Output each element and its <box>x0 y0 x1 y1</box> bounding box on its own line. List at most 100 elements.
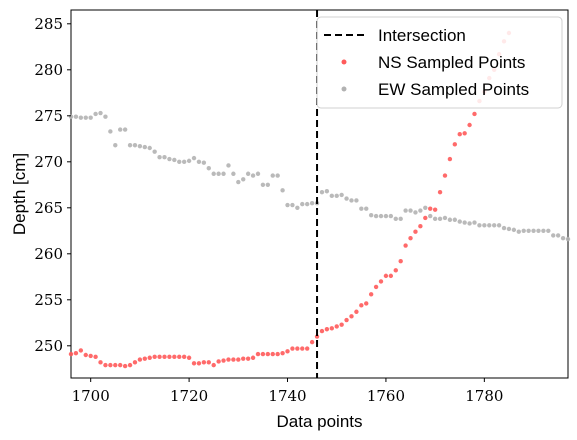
data-point-ew <box>512 228 516 232</box>
data-point-ns <box>428 207 432 211</box>
data-point-ew <box>384 214 388 218</box>
data-point-ew <box>256 172 260 176</box>
data-point-ew <box>448 218 452 222</box>
data-point-ns <box>128 363 132 367</box>
data-point-ns <box>359 303 363 307</box>
data-point-ew <box>408 208 412 212</box>
data-point-ew <box>305 202 309 206</box>
data-point-ns <box>275 352 279 356</box>
data-point-ew <box>556 233 560 237</box>
data-point-ns <box>162 355 166 359</box>
data-point-ew <box>492 223 496 227</box>
data-point-ns <box>221 358 225 362</box>
data-point-ns <box>226 357 230 361</box>
data-point-ew <box>403 208 407 212</box>
data-point-ew <box>428 214 432 218</box>
data-point-ns <box>143 356 147 360</box>
data-point-ew <box>84 115 88 119</box>
data-point-ew <box>300 202 304 206</box>
data-point-ns <box>123 364 127 368</box>
data-point-ew <box>443 216 447 220</box>
data-point-ew <box>246 172 250 176</box>
data-point-ew <box>418 208 422 212</box>
data-point-ew <box>261 183 265 187</box>
data-point-ns <box>374 285 378 289</box>
data-point-ew <box>207 166 211 170</box>
data-point-ns <box>197 361 201 365</box>
data-point-ns <box>266 352 270 356</box>
data-point-ns <box>216 359 220 363</box>
data-point-ew <box>497 223 501 227</box>
data-point-ew <box>507 227 511 231</box>
data-point-ns <box>389 274 393 278</box>
data-point-ns <box>448 157 452 161</box>
data-point-ns <box>285 349 289 353</box>
data-point-ew <box>290 203 294 207</box>
data-point-ew <box>123 127 127 131</box>
data-point-ns <box>335 324 339 328</box>
data-point-ns <box>330 326 334 330</box>
data-point-ns <box>192 361 196 365</box>
data-point-ew <box>467 221 471 225</box>
data-point-ew <box>477 223 481 227</box>
data-point-ns <box>251 356 255 360</box>
x-tick-label: 1720 <box>170 387 208 405</box>
data-point-ew <box>458 219 462 223</box>
data-point-ew <box>551 233 555 237</box>
data-point-ns <box>418 224 422 228</box>
data-point-ns <box>261 352 265 356</box>
legend-ns-swatch <box>342 60 347 65</box>
data-point-ew <box>330 194 334 198</box>
data-point-ns <box>172 355 176 359</box>
data-point-ew <box>320 190 324 194</box>
data-point-ew <box>152 149 156 153</box>
data-point-ns <box>177 355 181 359</box>
data-point-ns <box>187 356 191 360</box>
data-point-ew <box>197 160 201 164</box>
data-point-ew <box>118 127 122 131</box>
data-point-ns <box>118 363 122 367</box>
data-point-ew <box>98 111 102 115</box>
data-point-ew <box>187 159 191 163</box>
y-tick-label: 275 <box>34 107 63 125</box>
data-point-ns <box>344 318 348 322</box>
data-point-ns <box>290 346 294 350</box>
data-point-ew <box>561 236 565 240</box>
data-point-ns <box>339 322 343 326</box>
data-point-ns <box>152 355 156 359</box>
data-point-ew <box>379 214 383 218</box>
data-point-ew <box>231 172 235 176</box>
y-tick-label: 285 <box>34 15 63 33</box>
x-tick-label: 1760 <box>367 387 405 405</box>
data-point-ns <box>310 340 314 344</box>
data-point-ew <box>192 156 196 160</box>
data-point-ew <box>541 229 545 233</box>
data-point-ns <box>241 356 245 360</box>
data-point-ew <box>359 207 363 211</box>
data-point-ew <box>433 217 437 221</box>
data-point-ew <box>271 173 275 177</box>
data-point-ew <box>275 173 279 177</box>
legend-ew-label: EW Sampled Points <box>378 80 529 99</box>
data-point-ew <box>344 196 348 200</box>
y-tick-label: 250 <box>34 337 63 355</box>
data-point-ew <box>108 129 112 133</box>
data-point-ew <box>266 183 270 187</box>
data-point-ew <box>167 157 171 161</box>
data-point-ns <box>320 329 324 333</box>
data-point-ew <box>69 115 73 119</box>
data-point-ns <box>472 112 476 116</box>
data-point-ns <box>443 173 447 177</box>
data-point-ew <box>172 158 176 162</box>
data-point-ew <box>74 115 78 119</box>
y-axis-title: Depth [cm] <box>10 153 29 235</box>
legend-ew-swatch <box>342 87 347 92</box>
data-point-ns <box>398 259 402 263</box>
data-point-ns <box>113 363 117 367</box>
data-point-ew <box>453 218 457 222</box>
data-point-ew <box>128 143 132 147</box>
data-point-ns <box>93 355 97 359</box>
data-point-ns <box>103 363 107 367</box>
data-point-ew <box>423 206 427 210</box>
data-point-ns <box>462 131 466 135</box>
